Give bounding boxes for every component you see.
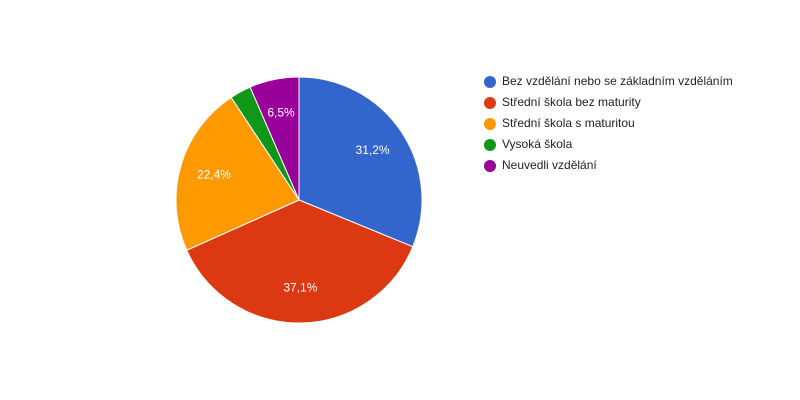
pie-slice [175, 96, 300, 251]
legend-marker [484, 139, 496, 151]
slice-label: 6,5% [267, 105, 295, 119]
slice-label: 22,4% [197, 167, 231, 181]
slice-label: 37,1% [283, 281, 317, 295]
legend-marker [484, 118, 496, 130]
legend-label: Neuvedli vzdělání [502, 158, 597, 172]
pie-slice [298, 76, 423, 248]
pie-slice [186, 199, 414, 324]
legend-label: Střední škola bez maturity [502, 95, 641, 109]
legend-marker [484, 160, 496, 172]
legend-label: Střední škola s maturitou [502, 116, 635, 130]
legend-label: Vysoká škola [502, 137, 573, 151]
legend-label: Bez vzdělání nebo se základním vzděláním [502, 74, 733, 88]
legend-marker [484, 76, 496, 88]
legend-marker [484, 97, 496, 109]
slice-label: 31,2% [356, 143, 390, 157]
pie-slice [249, 76, 300, 201]
